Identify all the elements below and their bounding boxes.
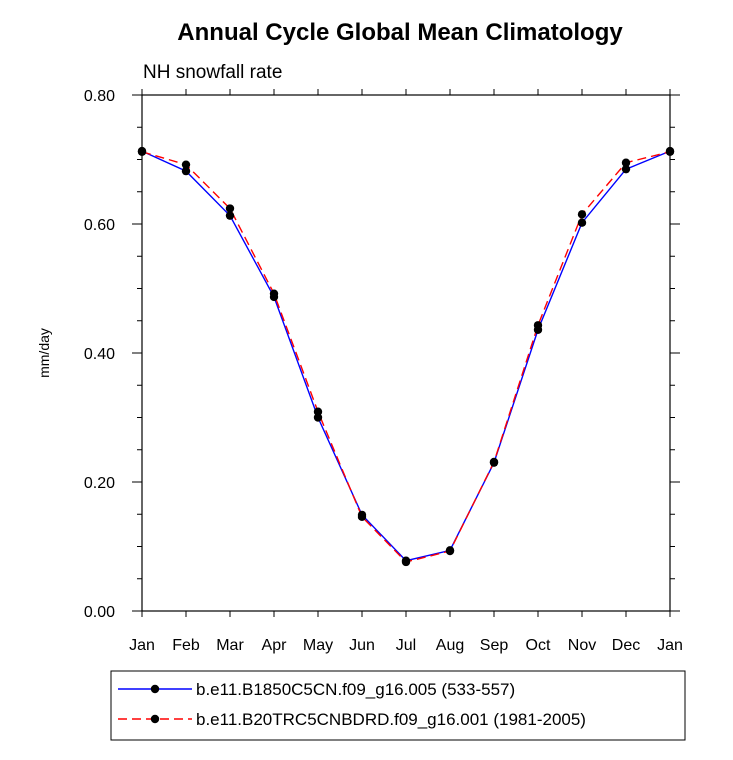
x-tick-label: Nov [568,637,596,654]
y-tick-label: 0.20 [84,475,115,492]
series-2-point [313,407,323,416]
x-tick-label: Mar [216,637,244,654]
series-2-point [181,160,191,169]
series-2-point [621,158,631,167]
plot-frame [141,94,671,612]
series-1-point [313,413,323,422]
legend-label-1: b.e11.B1850C5CN.f09_g16.005 (533-557) [196,680,515,699]
series-2-point [225,204,235,213]
y-tick-label: 0.60 [84,217,115,234]
x-tick-label: Jan [129,637,155,654]
series-2-point [489,457,499,467]
series-2-point [357,512,367,522]
x-tick-label: Jul [396,637,416,654]
series-2-point [665,147,675,156]
y-tick-label: 0.80 [84,88,115,105]
x-tick-label: Feb [172,637,200,654]
x-tick-labels: Jan Feb Mar Apr May Jun Jul Aug Sep Oct Nov Dec Jan [129,637,683,654]
legend-entries: b.e11.B1850C5CN.f09_g16.005 (533-557) b.e… [118,680,586,729]
legend-frame [110,670,686,741]
series-1-point [225,211,235,220]
x-tick-label: Sep [480,637,509,654]
series-2-point [137,147,147,156]
series-line-2 [141,151,671,563]
series-2-point [533,321,543,330]
series-1-point [621,164,631,174]
y-tick-labels: 0.00 0.20 0.40 0.60 0.80 [84,88,115,621]
axis-ticks [132,89,680,617]
x-tick-label: Jun [349,637,375,654]
x-tick-label: Apr [262,637,288,654]
series-2-point [269,289,279,298]
series-2-point [445,546,455,556]
chart-subtitle: NH snowfall rate [143,62,282,83]
series-1-point [577,218,587,227]
series-2-point [577,210,587,219]
chart-title: Annual Cycle Global Mean Climatology [177,19,623,46]
x-tick-label: May [303,637,333,654]
x-tick-label: Aug [436,637,464,654]
series-layer [137,146,675,567]
y-tick-label: 0.40 [84,346,115,363]
x-tick-label: Dec [612,637,640,654]
series-line-1 [141,150,671,562]
y-axis-label: mm/day [36,328,52,378]
series-2-point [401,557,411,567]
legend: b.e11.B1850C5CN.f09_g16.005 (533-557) b.e… [110,670,686,741]
series-1-point [181,166,191,176]
y-tick-label: 0.00 [84,604,115,621]
legend-label-2: b.e11.B20TRC5CNBDRD.f09_g16.001 (1981-20… [196,710,586,729]
legend-marker-2 [150,714,160,724]
x-tick-label: Jan [657,637,683,654]
x-tick-label: Oct [526,637,551,654]
legend-marker-1 [150,684,160,694]
